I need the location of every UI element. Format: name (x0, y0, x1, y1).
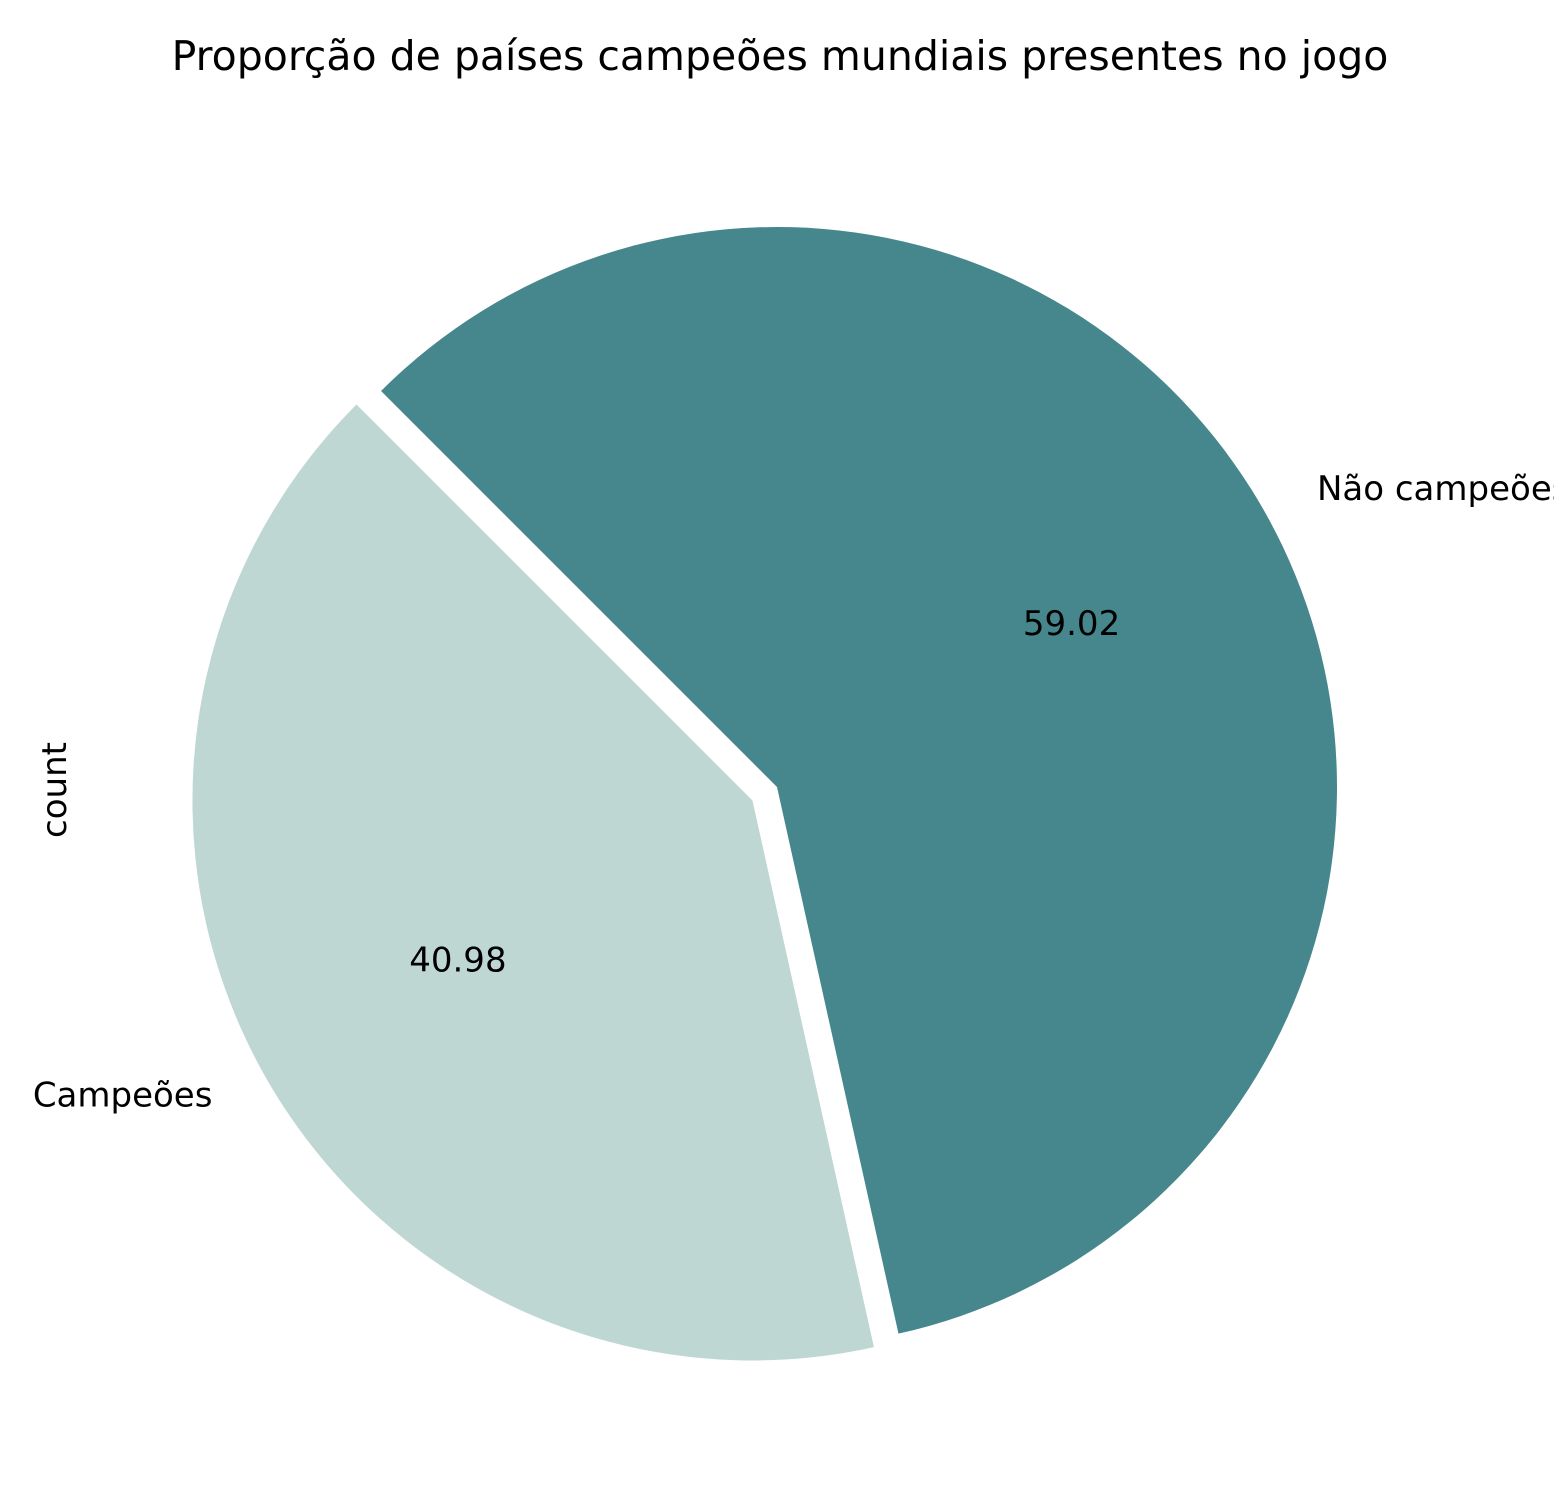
pie-slice-2 (381, 227, 1337, 1334)
pie-slice-label-1: Campeões (33, 1075, 213, 1115)
pie-slice-1 (192, 404, 874, 1361)
chart-title: Proporção de países campeões mundiais pr… (172, 32, 1389, 80)
y-axis-label: count (35, 742, 75, 838)
pie-labels: Campeões 40.98 Não campeões 59.02 (33, 469, 1554, 1115)
pie-slice-label-2: Não campeões (1317, 469, 1554, 509)
pie-slices (192, 227, 1337, 1361)
pie-value-label-2: 59.02 (1023, 604, 1120, 644)
pie-value-label-1: 40.98 (409, 941, 506, 981)
